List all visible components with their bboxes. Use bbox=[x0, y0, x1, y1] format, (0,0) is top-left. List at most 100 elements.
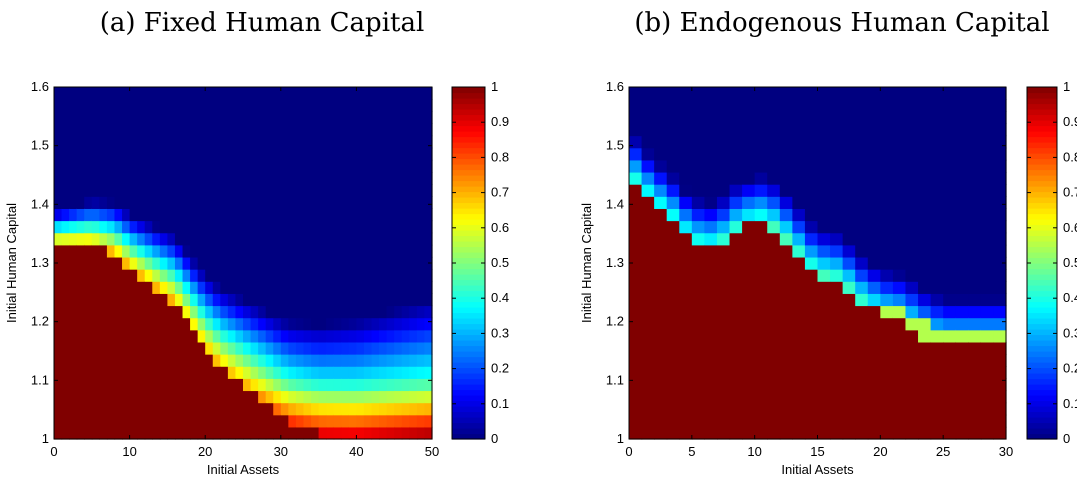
heatmap-cell bbox=[754, 390, 768, 404]
heatmap-cell bbox=[955, 220, 969, 234]
heatmap-cell bbox=[190, 256, 199, 270]
heatmap-cell bbox=[84, 317, 93, 331]
heatmap-cell bbox=[265, 208, 274, 222]
heatmap-cell bbox=[363, 293, 373, 307]
heatmap-cell bbox=[830, 414, 844, 428]
heatmap-cell bbox=[742, 256, 756, 270]
heatmap-cell bbox=[867, 244, 881, 258]
heatmap-cell bbox=[918, 208, 932, 222]
heatmap-cell bbox=[855, 305, 869, 319]
heatmap-cell bbox=[666, 305, 680, 319]
colorbar-segment bbox=[452, 186, 485, 193]
heatmap-cell bbox=[190, 171, 199, 185]
heatmap-cell bbox=[704, 147, 718, 161]
heatmap-cell bbox=[371, 147, 380, 161]
heatmap-cell bbox=[754, 402, 768, 416]
heatmap-cell bbox=[76, 123, 85, 137]
heatmap-cell bbox=[273, 414, 282, 428]
heatmap-cell bbox=[333, 208, 342, 222]
heatmap-cell bbox=[767, 244, 781, 258]
heatmap-cell bbox=[704, 426, 718, 440]
heatmap-cell bbox=[318, 87, 327, 100]
heatmap-cell bbox=[867, 366, 881, 379]
heatmap-cell bbox=[69, 99, 78, 112]
heatmap-cell bbox=[855, 293, 869, 307]
heatmap-cell bbox=[152, 317, 161, 331]
heatmap-cell bbox=[212, 147, 221, 161]
heatmap-cell bbox=[129, 147, 138, 161]
heatmap-cell bbox=[212, 305, 221, 319]
heatmap-cell bbox=[76, 390, 85, 404]
heatmap-cell bbox=[122, 426, 131, 440]
heatmap-cell bbox=[197, 414, 206, 428]
heatmap-cell bbox=[356, 378, 365, 392]
heatmap-cell bbox=[205, 414, 214, 428]
heatmap-cell bbox=[742, 123, 756, 137]
heatmap-cell bbox=[99, 317, 108, 331]
heatmap-cell bbox=[76, 135, 85, 149]
heatmap-cell bbox=[227, 87, 237, 100]
heatmap-cell bbox=[968, 171, 982, 185]
heatmap-cell bbox=[729, 196, 743, 209]
heatmap-cell bbox=[227, 317, 237, 331]
y-tick-label: 1.6 bbox=[31, 79, 49, 94]
heatmap-cell bbox=[190, 123, 199, 137]
heatmap-cell bbox=[205, 123, 214, 137]
heatmap-cell bbox=[867, 159, 881, 173]
heatmap-cell bbox=[401, 87, 410, 100]
heatmap-cell bbox=[326, 256, 335, 270]
heatmap-cell bbox=[69, 135, 78, 149]
heatmap-cell bbox=[980, 414, 995, 428]
heatmap-cell bbox=[250, 402, 259, 416]
heatmap-cell bbox=[767, 402, 781, 416]
heatmap-cell bbox=[243, 281, 252, 294]
heatmap-cell bbox=[691, 390, 705, 404]
heatmap-cell bbox=[167, 366, 176, 379]
heatmap-cell bbox=[295, 184, 305, 197]
heatmap-cell bbox=[61, 208, 70, 222]
heatmap-cell bbox=[227, 390, 237, 404]
heatmap-cell bbox=[830, 220, 844, 234]
heatmap-cell bbox=[955, 87, 969, 100]
heatmap-cell bbox=[918, 317, 932, 331]
heatmap-cell bbox=[220, 244, 229, 258]
heatmap-cell bbox=[704, 111, 718, 125]
heatmap-cell bbox=[704, 329, 718, 343]
heatmap-cell bbox=[295, 414, 305, 428]
x-tick-label: 20 bbox=[198, 444, 212, 459]
heatmap-cell bbox=[779, 171, 793, 185]
heatmap-cell bbox=[401, 220, 410, 234]
heatmap-cell bbox=[691, 184, 705, 197]
heatmap-cell bbox=[190, 281, 199, 294]
heatmap-cell bbox=[54, 293, 63, 307]
heatmap-cell bbox=[842, 99, 856, 112]
heatmap-cell bbox=[416, 220, 426, 234]
heatmap-cell bbox=[968, 220, 982, 234]
heatmap-cell bbox=[288, 390, 297, 404]
heatmap-cell bbox=[968, 366, 982, 379]
heatmap-cell bbox=[197, 390, 206, 404]
heatmap-cell bbox=[341, 305, 350, 319]
heatmap-cell bbox=[817, 269, 831, 282]
heatmap-cell bbox=[318, 123, 327, 137]
heatmap-cell bbox=[265, 414, 274, 428]
heatmap-cell bbox=[280, 317, 289, 331]
heatmap-cell bbox=[401, 426, 410, 440]
heatmap-cell bbox=[106, 305, 116, 319]
heatmap-cell bbox=[905, 354, 919, 367]
heatmap-cell bbox=[258, 184, 267, 197]
heatmap-cell bbox=[144, 354, 153, 367]
heatmap-cell bbox=[767, 123, 781, 137]
heatmap-cell bbox=[99, 232, 108, 246]
heatmap-cell bbox=[76, 293, 85, 307]
heatmap-cell bbox=[106, 184, 116, 197]
heatmap-cell bbox=[341, 196, 350, 209]
heatmap-cell bbox=[918, 269, 932, 282]
heatmap-cell bbox=[333, 244, 342, 258]
heatmap-cell bbox=[295, 366, 305, 379]
heatmap-cell bbox=[190, 232, 199, 246]
heatmap-cell bbox=[311, 196, 320, 209]
heatmap-cell bbox=[754, 341, 768, 355]
heatmap-cell bbox=[691, 414, 705, 428]
heatmap-cell bbox=[386, 135, 395, 149]
